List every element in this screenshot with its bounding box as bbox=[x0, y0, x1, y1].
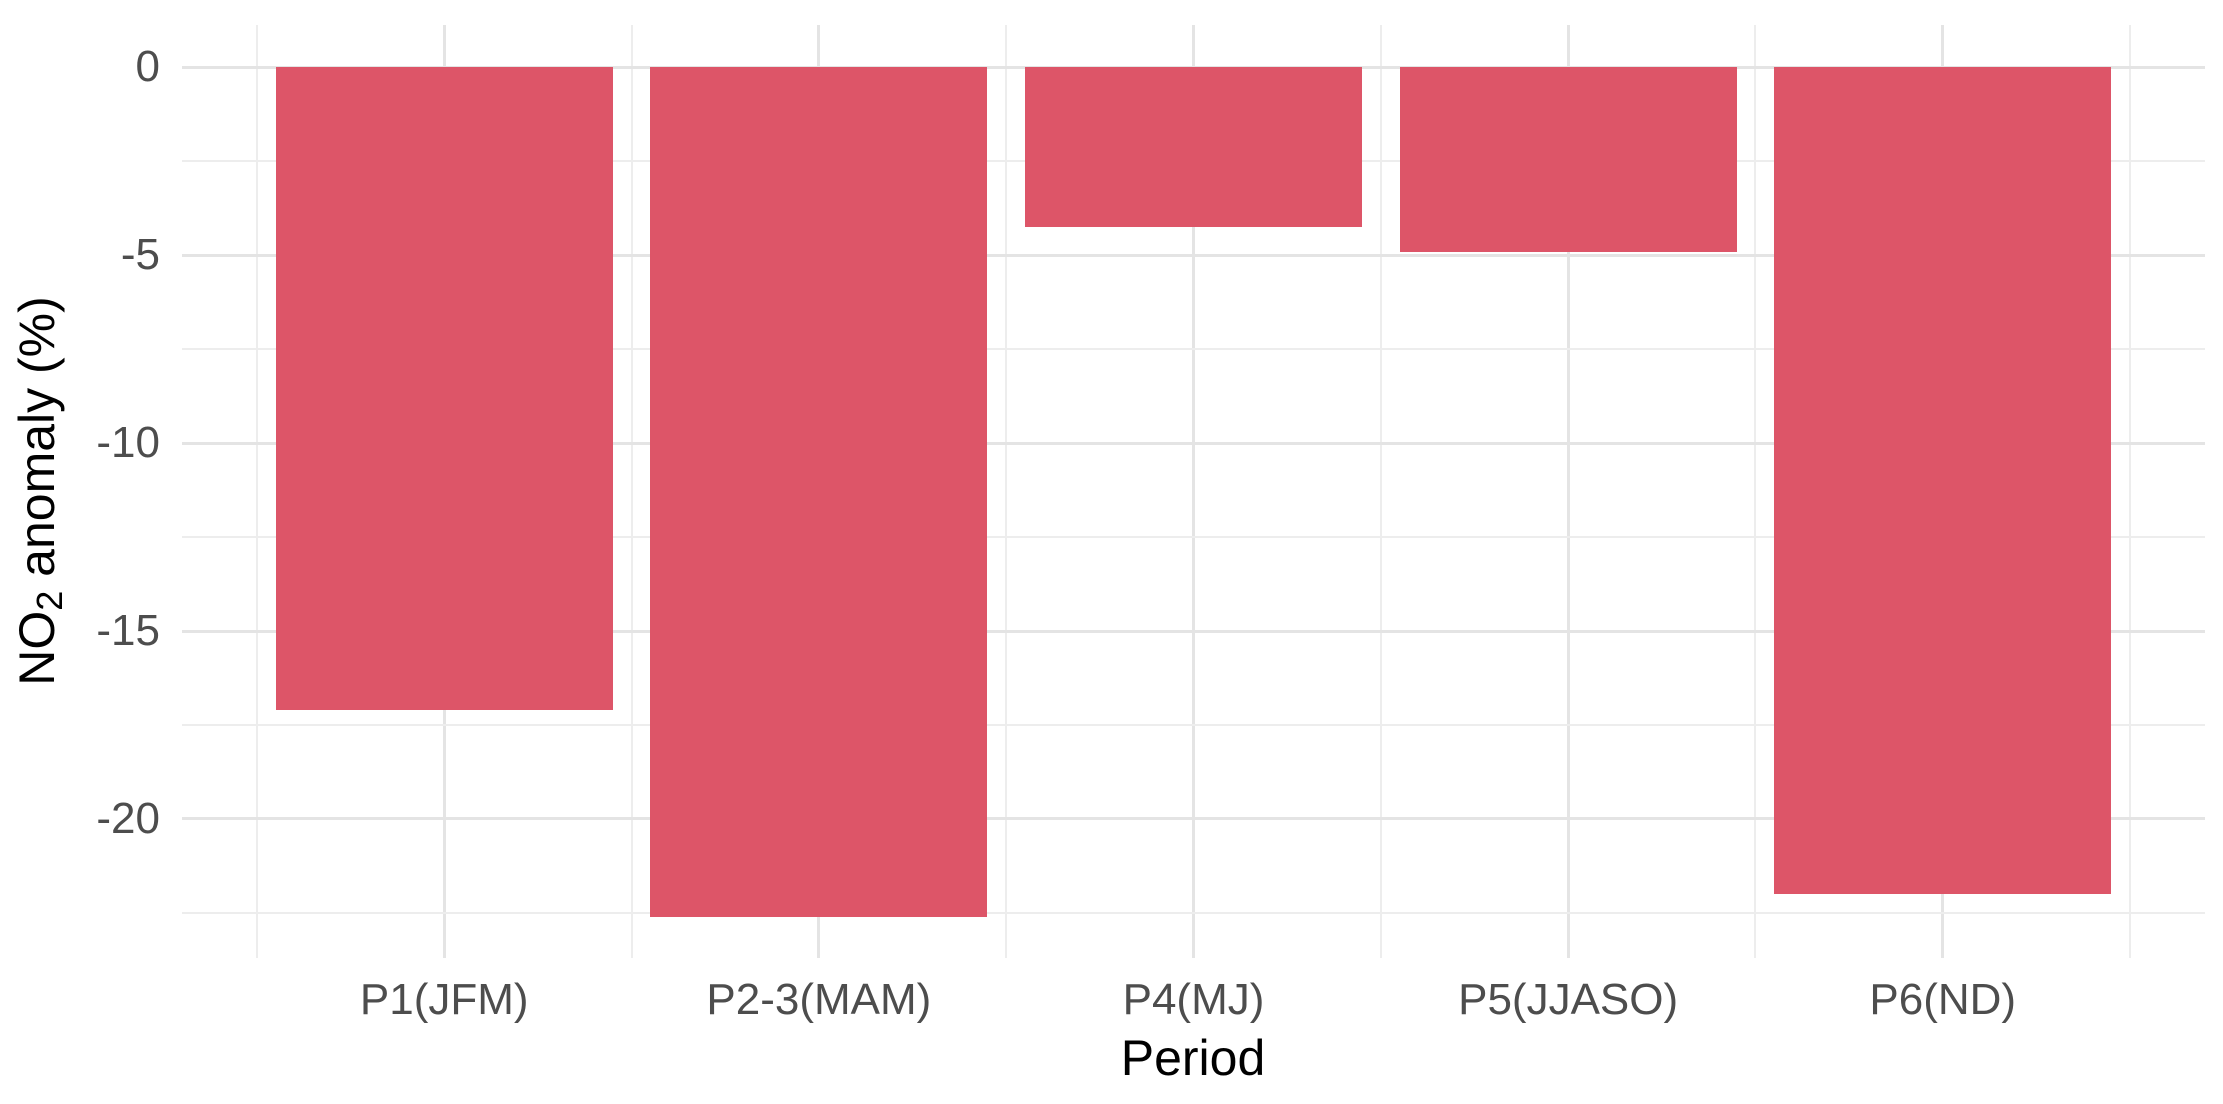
y-axis-title-subscript: 2 bbox=[28, 590, 70, 611]
bar-p1jfm bbox=[275, 67, 613, 710]
gridline-horizontal-major bbox=[182, 817, 2205, 821]
bar-p6nd bbox=[1774, 67, 2112, 895]
gridline-horizontal-major bbox=[182, 253, 2205, 257]
y-tick-label-neg20: -20 bbox=[96, 793, 160, 843]
gridline-horizontal-major bbox=[182, 629, 2205, 633]
gridline-vertical-minor bbox=[630, 25, 633, 958]
gridline-vertical-minor bbox=[255, 25, 258, 958]
y-tick-label-neg15: -15 bbox=[96, 606, 160, 656]
x-tick-label-p23mam: P2-3(MAM) bbox=[706, 975, 932, 1024]
y-tick-label-neg10: -10 bbox=[96, 418, 160, 468]
gridline-horizontal-minor bbox=[182, 724, 2205, 727]
gridline-vertical-major bbox=[1566, 25, 1570, 958]
bar-p4mj bbox=[1024, 67, 1363, 228]
gridline-vertical-minor bbox=[1754, 25, 1757, 958]
gridline-vertical-minor bbox=[1379, 25, 1382, 958]
gridline-vertical-major bbox=[1192, 25, 1195, 958]
gridline-horizontal-minor bbox=[182, 348, 2205, 351]
gridline-horizontal-minor bbox=[182, 911, 2205, 914]
plot-panel bbox=[182, 25, 2205, 958]
bar-p23mam bbox=[650, 67, 988, 917]
x-tick-label-p6nd: P6(ND) bbox=[1869, 975, 2017, 1024]
x-axis-title: Period bbox=[1120, 1030, 1266, 1086]
gridline-vertical-minor bbox=[2129, 25, 2132, 958]
y-tick-label-neg5: -5 bbox=[120, 230, 160, 280]
x-tick-label-p4mj: P4(MJ) bbox=[1122, 975, 1265, 1024]
gridline-horizontal-minor bbox=[182, 536, 2205, 539]
bar-p5jjaso bbox=[1399, 67, 1737, 252]
y-tick-label-0: 0 bbox=[135, 42, 160, 92]
x-tick-label-p1jfm: P1(JFM) bbox=[359, 975, 529, 1024]
x-tick-label-p5jjaso: P5(JJASO) bbox=[1458, 975, 1679, 1024]
gridline-vertical-minor bbox=[1005, 25, 1008, 958]
gridline-horizontal-major bbox=[182, 441, 2205, 445]
